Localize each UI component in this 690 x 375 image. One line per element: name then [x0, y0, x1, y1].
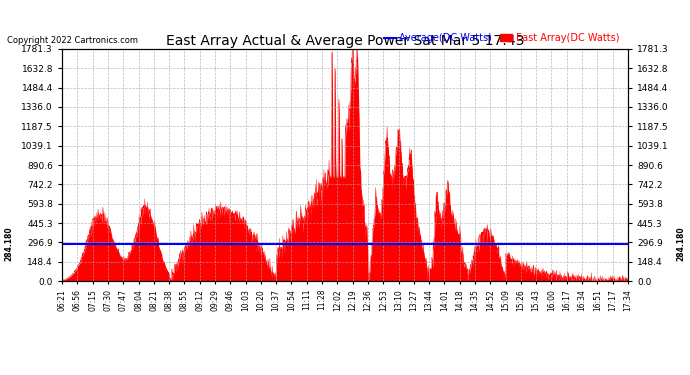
Text: 284.180: 284.180 [5, 227, 14, 261]
Text: 284.180: 284.180 [676, 227, 685, 261]
Legend: Average(DC Watts), East Array(DC Watts): Average(DC Watts), East Array(DC Watts) [380, 29, 623, 47]
Title: East Array Actual & Average Power Sat Mar 5 17:43: East Array Actual & Average Power Sat Ma… [166, 34, 524, 48]
Text: Copyright 2022 Cartronics.com: Copyright 2022 Cartronics.com [7, 36, 138, 45]
